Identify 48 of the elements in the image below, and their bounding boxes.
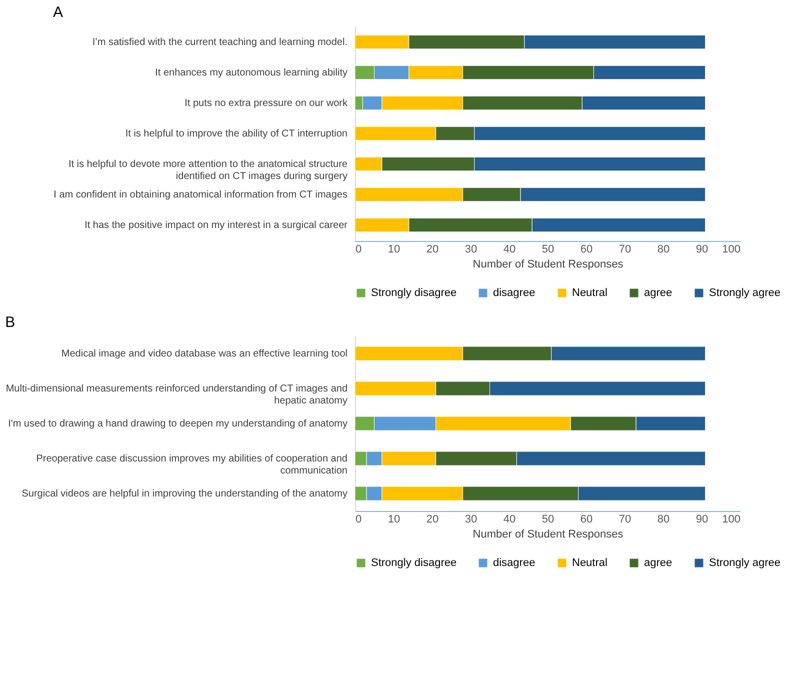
legend-label: Strongly disagree (371, 287, 457, 299)
x-axis-title: Number of Student Responses (472, 258, 624, 270)
text: A (52, 4, 63, 21)
x-tick-label: 40 (503, 244, 516, 256)
y-tick-label: It puts no extra pressure on our work (184, 98, 348, 110)
x-tick-label: 60 (580, 514, 593, 526)
y-tick-label: It is helpful to devote more attention to the anatomical structure identified on CT images during surgery (68, 158, 348, 182)
legend-label: Strongly agree (709, 557, 781, 569)
legend-label: Strongly disagree (371, 557, 457, 569)
x-tick-label: 100 (722, 244, 740, 256)
y-tick-label: Preoperative case discussion improves my abilities of cooperation and communication (36, 454, 348, 476)
legend-label: disagree (493, 557, 536, 569)
x-tick-label: 50 (542, 514, 554, 526)
y-tick-label: Surgical videos are helpful in improving the understanding of the anatomy (22, 488, 348, 500)
x-tick-label: 0 (356, 514, 362, 526)
y-tick-label: I’m satisfied with the current teaching and learning model. (92, 37, 348, 48)
x-tick-label: 0 (356, 244, 362, 256)
x-tick-label: 30 (464, 514, 478, 526)
x-tick-label: 40 (503, 514, 516, 526)
legend-label: disagree (493, 287, 536, 299)
x-tick-label: 60 (580, 244, 593, 256)
y-tick-label: It is helpful to improve the ability of CT interruption (125, 128, 348, 140)
x-tick-label: 80 (657, 244, 670, 256)
y-tick-label: I'm used to drawing a hand drawing to deepen my understanding of anatomy (8, 418, 348, 430)
x-tick-label: 30 (464, 244, 478, 256)
y-tick-label: It has the positive impact on my interest in a surgical career (84, 220, 348, 231)
x-tick-label: 70 (618, 514, 632, 526)
y-tick-label: I am confident in obtaining anatomical information from CT images (54, 189, 348, 200)
x-tick-label: 50 (542, 244, 554, 256)
y-tick-label: Medical image and video database was an effective learning tool (61, 348, 348, 360)
x-tick-label: 10 (388, 514, 400, 526)
legend-label: agree (644, 557, 672, 569)
x-tick-label: 20 (426, 514, 439, 526)
legend-label: Neutral (572, 287, 608, 299)
legend-label: agree (644, 287, 672, 299)
x-tick-label: 100 (722, 514, 740, 526)
legend-label: Strongly agree (709, 287, 781, 299)
x-tick-label: 90 (696, 244, 708, 256)
x-tick-label: 70 (618, 244, 632, 256)
y-tick-label: It enhances my autonomous learning ability (155, 68, 348, 79)
text: B (5, 314, 16, 331)
x-tick-label: 20 (426, 244, 439, 256)
x-axis-title: Number of Student Responses (472, 528, 624, 540)
legend-label: Neutral (572, 557, 608, 569)
x-tick-label: 80 (657, 514, 670, 526)
y-tick-label: Multi-dimensional measurements reinforced understanding of CT images and hepatic anatomy (6, 384, 348, 406)
x-tick-label: 90 (696, 514, 708, 526)
x-tick-label: 10 (388, 244, 400, 256)
